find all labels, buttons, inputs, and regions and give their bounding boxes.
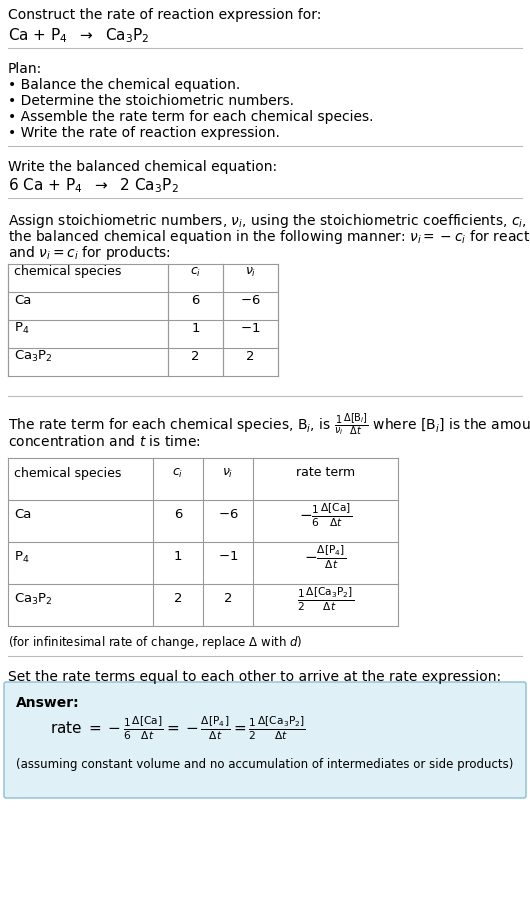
Text: • Determine the stoichiometric numbers.: • Determine the stoichiometric numbers. bbox=[8, 94, 294, 108]
Text: The rate term for each chemical species, B$_i$, is $\frac{1}{\nu_i}\frac{\Delta[: The rate term for each chemical species,… bbox=[8, 412, 530, 438]
Text: • Write the rate of reaction expression.: • Write the rate of reaction expression. bbox=[8, 126, 280, 140]
Text: 2: 2 bbox=[174, 592, 182, 605]
Text: 2: 2 bbox=[224, 592, 232, 605]
Text: Set the rate terms equal to each other to arrive at the rate expression:: Set the rate terms equal to each other t… bbox=[8, 670, 501, 684]
Text: 1: 1 bbox=[174, 551, 182, 563]
Text: Plan:: Plan: bbox=[8, 62, 42, 76]
Text: Ca + P$_4$  $\rightarrow$  Ca$_3$P$_2$: Ca + P$_4$ $\rightarrow$ Ca$_3$P$_2$ bbox=[8, 26, 149, 45]
Text: rate term: rate term bbox=[296, 467, 355, 480]
Text: chemical species: chemical species bbox=[14, 467, 121, 480]
Text: Ca$_3$P$_2$: Ca$_3$P$_2$ bbox=[14, 592, 53, 607]
Text: $-$1: $-$1 bbox=[218, 551, 238, 563]
Text: $-$6: $-$6 bbox=[240, 294, 261, 307]
FancyBboxPatch shape bbox=[4, 682, 526, 798]
Text: $\nu_i$: $\nu_i$ bbox=[245, 266, 256, 278]
Text: $c_i$: $c_i$ bbox=[172, 467, 183, 480]
Text: • Balance the chemical equation.: • Balance the chemical equation. bbox=[8, 78, 240, 92]
Text: Ca: Ca bbox=[14, 509, 31, 521]
Text: 6 Ca + P$_4$  $\rightarrow$  2 Ca$_3$P$_2$: 6 Ca + P$_4$ $\rightarrow$ 2 Ca$_3$P$_2$ bbox=[8, 176, 179, 195]
Text: and $\nu_i = c_i$ for products:: and $\nu_i = c_i$ for products: bbox=[8, 244, 171, 262]
Text: 6: 6 bbox=[191, 294, 200, 307]
Text: the balanced chemical equation in the following manner: $\nu_i = -c_i$ for react: the balanced chemical equation in the fo… bbox=[8, 228, 530, 246]
Text: 2: 2 bbox=[191, 349, 200, 362]
Text: $-$1: $-$1 bbox=[240, 321, 261, 335]
Text: $-$6: $-$6 bbox=[218, 509, 238, 521]
Text: Ca: Ca bbox=[14, 294, 31, 307]
Text: Construct the rate of reaction expression for:: Construct the rate of reaction expressio… bbox=[8, 8, 321, 22]
Text: chemical species: chemical species bbox=[14, 266, 121, 278]
Text: Write the balanced chemical equation:: Write the balanced chemical equation: bbox=[8, 160, 277, 174]
Text: $\frac{1}{2}\frac{\Delta[{\rm Ca_3P_2}]}{\Delta t}$: $\frac{1}{2}\frac{\Delta[{\rm Ca_3P_2}]}… bbox=[297, 585, 354, 612]
Text: Ca$_3$P$_2$: Ca$_3$P$_2$ bbox=[14, 349, 53, 364]
Text: (assuming constant volume and no accumulation of intermediates or side products): (assuming constant volume and no accumul… bbox=[16, 758, 514, 771]
Text: Assign stoichiometric numbers, $\nu_i$, using the stoichiometric coefficients, $: Assign stoichiometric numbers, $\nu_i$, … bbox=[8, 212, 530, 230]
Text: rate $= -\frac{1}{6}\frac{\Delta[{\rm Ca}]}{\Delta t} = -\frac{\Delta[{\rm P_4}]: rate $= -\frac{1}{6}\frac{\Delta[{\rm Ca… bbox=[50, 714, 306, 742]
Text: P$_4$: P$_4$ bbox=[14, 320, 30, 336]
Text: 6: 6 bbox=[174, 509, 182, 521]
Text: 1: 1 bbox=[191, 321, 200, 335]
Text: concentration and $t$ is time:: concentration and $t$ is time: bbox=[8, 434, 201, 449]
Text: 2: 2 bbox=[246, 349, 255, 362]
Text: $c_i$: $c_i$ bbox=[190, 266, 201, 278]
Text: $\nu_i$: $\nu_i$ bbox=[222, 467, 234, 480]
Text: $-\frac{\Delta[{\rm P_4}]}{\Delta t}$: $-\frac{\Delta[{\rm P_4}]}{\Delta t}$ bbox=[305, 543, 347, 571]
Text: $-\frac{1}{6}\frac{\Delta[{\rm Ca}]}{\Delta t}$: $-\frac{1}{6}\frac{\Delta[{\rm Ca}]}{\De… bbox=[299, 501, 352, 529]
Text: • Assemble the rate term for each chemical species.: • Assemble the rate term for each chemic… bbox=[8, 110, 374, 124]
Text: P$_4$: P$_4$ bbox=[14, 550, 30, 564]
Text: Answer:: Answer: bbox=[16, 696, 80, 710]
Text: (for infinitesimal rate of change, replace $\Delta$ with $d$): (for infinitesimal rate of change, repla… bbox=[8, 634, 303, 651]
